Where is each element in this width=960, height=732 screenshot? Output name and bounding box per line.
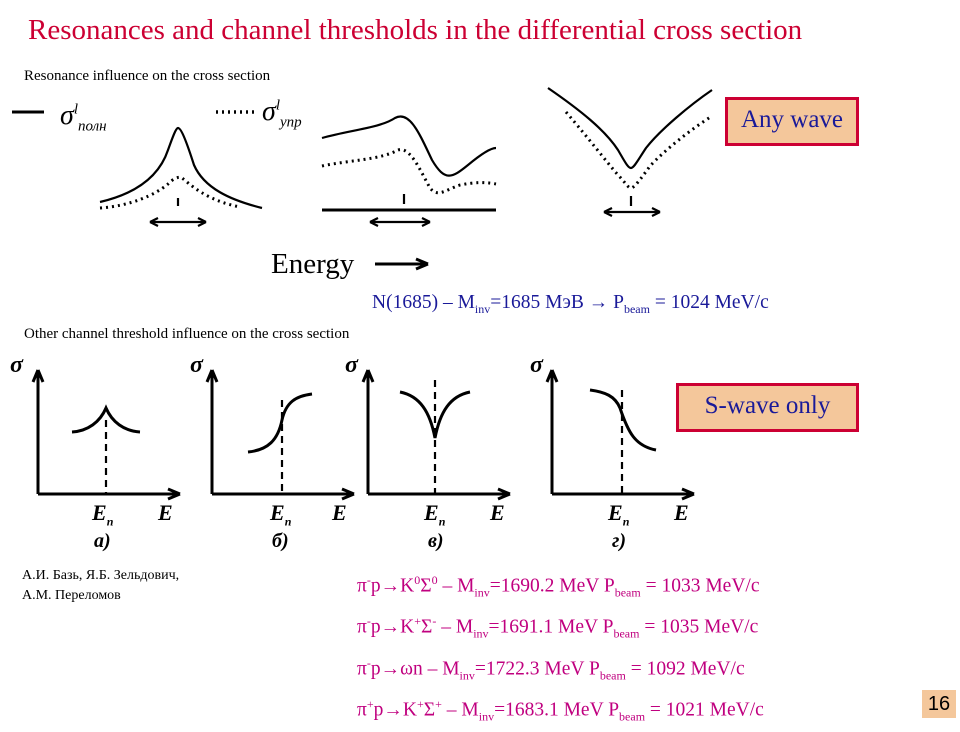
panel-b-caption: б) xyxy=(272,530,289,552)
slide-title: Resonances and channel thresholds in the… xyxy=(28,14,803,46)
threshold-caption: Other channel threshold influence on the… xyxy=(24,326,350,342)
panel-b-energy: E xyxy=(332,500,347,525)
panel-d-caption: г) xyxy=(612,530,627,552)
any-wave-box: Any wave xyxy=(725,97,859,146)
legend-elastic-label: σlупр xyxy=(262,96,302,131)
panel-c-caption: в) xyxy=(428,530,444,552)
panel-c-sigma: σ xyxy=(345,352,358,378)
authors-reference: А.И. Базь, Я.Б. Зельдович, А.М. Переломо… xyxy=(22,566,179,606)
panel-d-sigma: σ xyxy=(530,352,543,378)
panel-c-threshold-energy: Eп xyxy=(424,500,446,529)
page-number: 16 xyxy=(922,690,956,718)
resonance-mass-line: N(1685) – Minv=1685 МэВ → Pbeam = 1024 M… xyxy=(372,292,769,316)
resonance-plot-peak xyxy=(99,126,263,227)
threshold-plot-b xyxy=(205,369,355,501)
panel-b-threshold-energy: Eп xyxy=(270,500,292,529)
panel-d-threshold-energy: Eп xyxy=(608,500,630,529)
resonance-caption: Resonance influence on the cross section xyxy=(24,68,271,84)
panel-c-energy: E xyxy=(490,500,505,525)
authors-line-2: А.М. Переломов xyxy=(22,588,121,603)
reaction-line: π-p→K+Σ- – Minv=1691.1 MeV Pbeam = 1035 … xyxy=(357,614,759,641)
reaction-list: π-p→K0Σ0 – Minv=1690.2 MeV Pbeam = 1033 … xyxy=(357,566,764,732)
threshold-plot-c xyxy=(361,369,511,501)
threshold-plot-a xyxy=(31,369,181,501)
threshold-plot-d xyxy=(545,369,695,501)
reaction-line: π-p→K0Σ0 – Minv=1690.2 MeV Pbeam = 1033 … xyxy=(357,573,760,600)
panel-a-threshold-energy: Eп xyxy=(92,500,114,529)
panel-a-caption: а) xyxy=(94,530,111,552)
resonance-plot-interference xyxy=(321,115,497,227)
legend-full-label: σlполн xyxy=(60,100,107,135)
reaction-line: π-p→ωn – Minv=1722.3 MeV Pbeam = 1092 Me… xyxy=(357,655,745,683)
energy-label: Energy xyxy=(271,248,355,280)
s-wave-box: S-wave only xyxy=(676,383,859,432)
authors-line-1: А.И. Базь, Я.Б. Зельдович, xyxy=(22,568,180,583)
reaction-line: π+p→K+Σ+ – Minv=1683.1 MeV Pbeam = 1021 … xyxy=(357,697,764,724)
panel-b-sigma: σ xyxy=(190,352,203,378)
panel-a-energy: E xyxy=(158,500,173,525)
panel-d-energy: E xyxy=(674,500,689,525)
panel-a-sigma: σ xyxy=(10,352,23,378)
resonance-plot-dip xyxy=(547,87,713,217)
